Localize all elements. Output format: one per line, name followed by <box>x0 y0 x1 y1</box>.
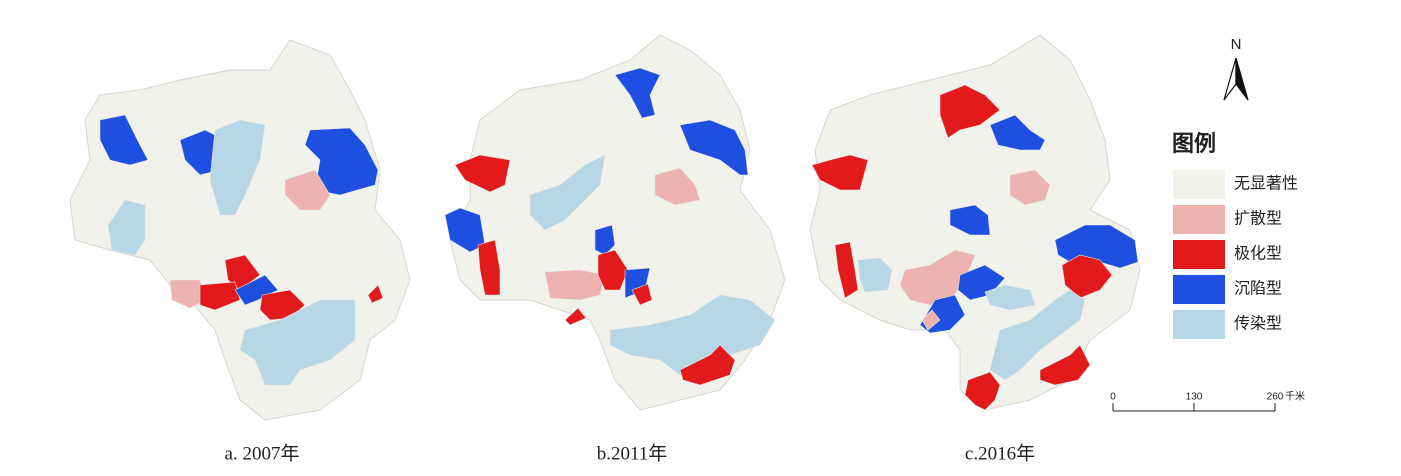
map-c: c.2016年 <box>809 34 1141 464</box>
legend-swatch <box>1173 170 1225 199</box>
legend-title: 图例 <box>1172 131 1216 156</box>
legend-swatch <box>1173 205 1225 234</box>
patch <box>304 127 379 196</box>
patch <box>921 309 941 331</box>
patch <box>949 204 991 236</box>
map-a: a. 2007年 <box>69 39 411 464</box>
patch <box>544 269 606 301</box>
scale-bar: 0 130 260 千米 <box>1110 389 1305 412</box>
legend-swatch <box>1173 275 1225 304</box>
patch <box>597 249 629 291</box>
patch <box>199 281 241 311</box>
patch <box>107 199 146 256</box>
patch <box>679 119 749 176</box>
patch <box>209 119 266 216</box>
patch <box>834 241 859 299</box>
patch <box>594 224 616 256</box>
patch <box>679 344 736 386</box>
map-caption: b.2011年 <box>597 442 668 464</box>
patch <box>984 284 1036 311</box>
legend-label: 传染型 <box>1234 315 1282 333</box>
patch <box>899 249 976 306</box>
scale-unit: 千米 <box>1285 389 1305 402</box>
patch <box>477 239 501 296</box>
north-arrow: N <box>1223 36 1249 101</box>
map-caption: c.2016年 <box>965 442 1035 464</box>
legend-label: 极化型 <box>1234 245 1282 263</box>
patch <box>284 169 331 211</box>
patch <box>654 167 701 206</box>
map-b: b.2011年 <box>444 34 786 464</box>
patch <box>857 257 893 293</box>
patch <box>1009 169 1051 206</box>
patch <box>609 294 776 376</box>
legend-swatch <box>1173 240 1225 269</box>
patch <box>239 299 356 386</box>
patch <box>964 371 1001 411</box>
patch <box>614 67 661 119</box>
arrow <box>1223 57 1237 101</box>
scale-label: 130 <box>1186 392 1203 403</box>
patch <box>454 154 511 193</box>
patch <box>564 307 587 326</box>
patch <box>169 279 206 309</box>
patch <box>989 289 1086 381</box>
patch <box>811 154 869 191</box>
legend-swatch <box>1173 310 1225 339</box>
patch <box>939 84 1001 139</box>
map-caption: a. 2007年 <box>225 442 300 464</box>
patch <box>1061 254 1113 299</box>
scale-label: 260 <box>1267 392 1284 403</box>
patch <box>631 283 653 306</box>
arrow <box>1235 57 1249 101</box>
north-label: N <box>1231 36 1242 53</box>
patch <box>99 114 149 166</box>
patch <box>529 154 606 231</box>
region <box>449 34 786 411</box>
patch <box>367 284 384 304</box>
scale-label: 0 <box>1110 392 1116 403</box>
legend-label: 扩散型 <box>1234 210 1282 228</box>
legend-label: 无显著性 <box>1234 175 1298 193</box>
patch <box>1039 344 1091 386</box>
legend-label: 沉陷型 <box>1234 280 1282 298</box>
patch <box>989 114 1046 151</box>
